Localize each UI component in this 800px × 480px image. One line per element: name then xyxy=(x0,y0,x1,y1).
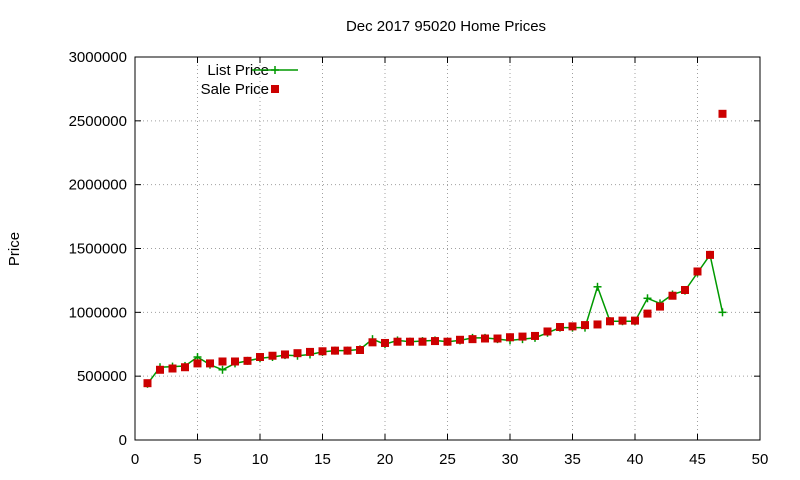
legend-label: List Price xyxy=(207,62,269,79)
sale-price-point xyxy=(181,363,189,372)
sale-price-point xyxy=(331,346,339,355)
sale-price-point xyxy=(456,335,464,344)
axes: 0 5 10 15 20 25 30 35 40 45 50 0 500000 1000000 150000… xyxy=(69,49,769,468)
sale-price-point xyxy=(206,359,214,368)
sale-price-point xyxy=(581,321,589,330)
legend-swatch-plus xyxy=(271,66,279,74)
legend: List Price Sale Price xyxy=(201,62,298,98)
sale-price-point xyxy=(443,337,452,346)
sale-price-point xyxy=(193,359,202,368)
x-tick-label: 10 xyxy=(252,451,269,468)
x-tick-label: 35 xyxy=(564,451,581,468)
sale-price-point xyxy=(706,250,714,259)
sale-price-point xyxy=(506,333,514,342)
sale-price-point xyxy=(618,316,627,325)
sale-price-point xyxy=(256,353,264,362)
legend-label: Sale Price xyxy=(201,81,269,98)
grid-lines xyxy=(135,57,760,440)
y-tick-label: 3000000 xyxy=(69,49,127,66)
legend-swatch-square xyxy=(271,85,279,93)
sale-price-point xyxy=(481,334,489,343)
sale-price-point xyxy=(493,334,502,343)
x-tick-label: 25 xyxy=(439,451,456,468)
sale-price-point xyxy=(643,309,652,318)
x-tick-label: 50 xyxy=(752,451,769,468)
sale-price-point xyxy=(631,316,639,325)
sale-price-point xyxy=(343,346,352,355)
list-price-point xyxy=(593,282,602,291)
sale-price-point xyxy=(543,327,552,336)
x-tick-label: 30 xyxy=(502,451,519,468)
x-tick-label: 40 xyxy=(627,451,644,468)
y-axis-label: Price xyxy=(6,232,23,266)
sale-price-point xyxy=(681,285,689,294)
x-tick-label: 45 xyxy=(689,451,706,468)
x-tick-label: 0 xyxy=(131,451,139,468)
sale-price-point xyxy=(531,331,539,340)
sale-price-point xyxy=(668,291,677,300)
list-price-point xyxy=(218,365,227,374)
y-tick-label: 0 xyxy=(119,432,127,449)
sale-price-point xyxy=(393,337,402,346)
series-layer xyxy=(143,109,727,388)
sale-price-point xyxy=(231,357,239,366)
sale-price-point xyxy=(293,349,302,358)
list-price-point xyxy=(718,308,727,317)
sale-price-point xyxy=(568,322,577,331)
sale-price-point xyxy=(718,109,727,118)
y-tick-label: 500000 xyxy=(77,368,127,385)
series-sale-price xyxy=(143,109,727,388)
x-tick-label: 5 xyxy=(193,451,201,468)
sale-price-point xyxy=(693,267,702,276)
x-tick-label: 20 xyxy=(377,451,394,468)
sale-price-point xyxy=(468,335,477,344)
sale-price-point xyxy=(218,357,227,366)
y-tick-label: 1000000 xyxy=(69,304,127,321)
y-tick-label: 2000000 xyxy=(69,177,127,194)
sale-price-point xyxy=(593,320,602,329)
series-list-price xyxy=(143,250,727,388)
sale-price-point xyxy=(518,332,527,341)
sale-price-point xyxy=(268,351,277,360)
sale-price-point xyxy=(418,337,427,346)
chart-title: Dec 2017 95020 Home Prices xyxy=(346,18,546,35)
sale-price-point xyxy=(606,317,614,326)
sale-price-point xyxy=(656,302,664,311)
sale-price-point xyxy=(406,337,414,346)
sale-price-point xyxy=(168,364,177,373)
sale-price-point xyxy=(318,347,327,356)
sale-price-point xyxy=(243,356,252,365)
sale-price-point xyxy=(156,365,164,374)
list-price-point xyxy=(643,294,652,303)
y-tick-label: 1500000 xyxy=(69,241,127,258)
sale-price-point xyxy=(431,337,439,346)
sale-price-point xyxy=(306,347,314,356)
sale-price-point xyxy=(381,338,389,347)
sale-price-point xyxy=(368,338,377,347)
sale-price-point xyxy=(556,323,564,332)
y-tick-label: 2500000 xyxy=(69,113,127,130)
sale-price-point xyxy=(143,379,152,388)
sale-price-point xyxy=(281,350,289,359)
x-tick-label: 15 xyxy=(314,451,331,468)
sale-price-point xyxy=(356,345,364,354)
